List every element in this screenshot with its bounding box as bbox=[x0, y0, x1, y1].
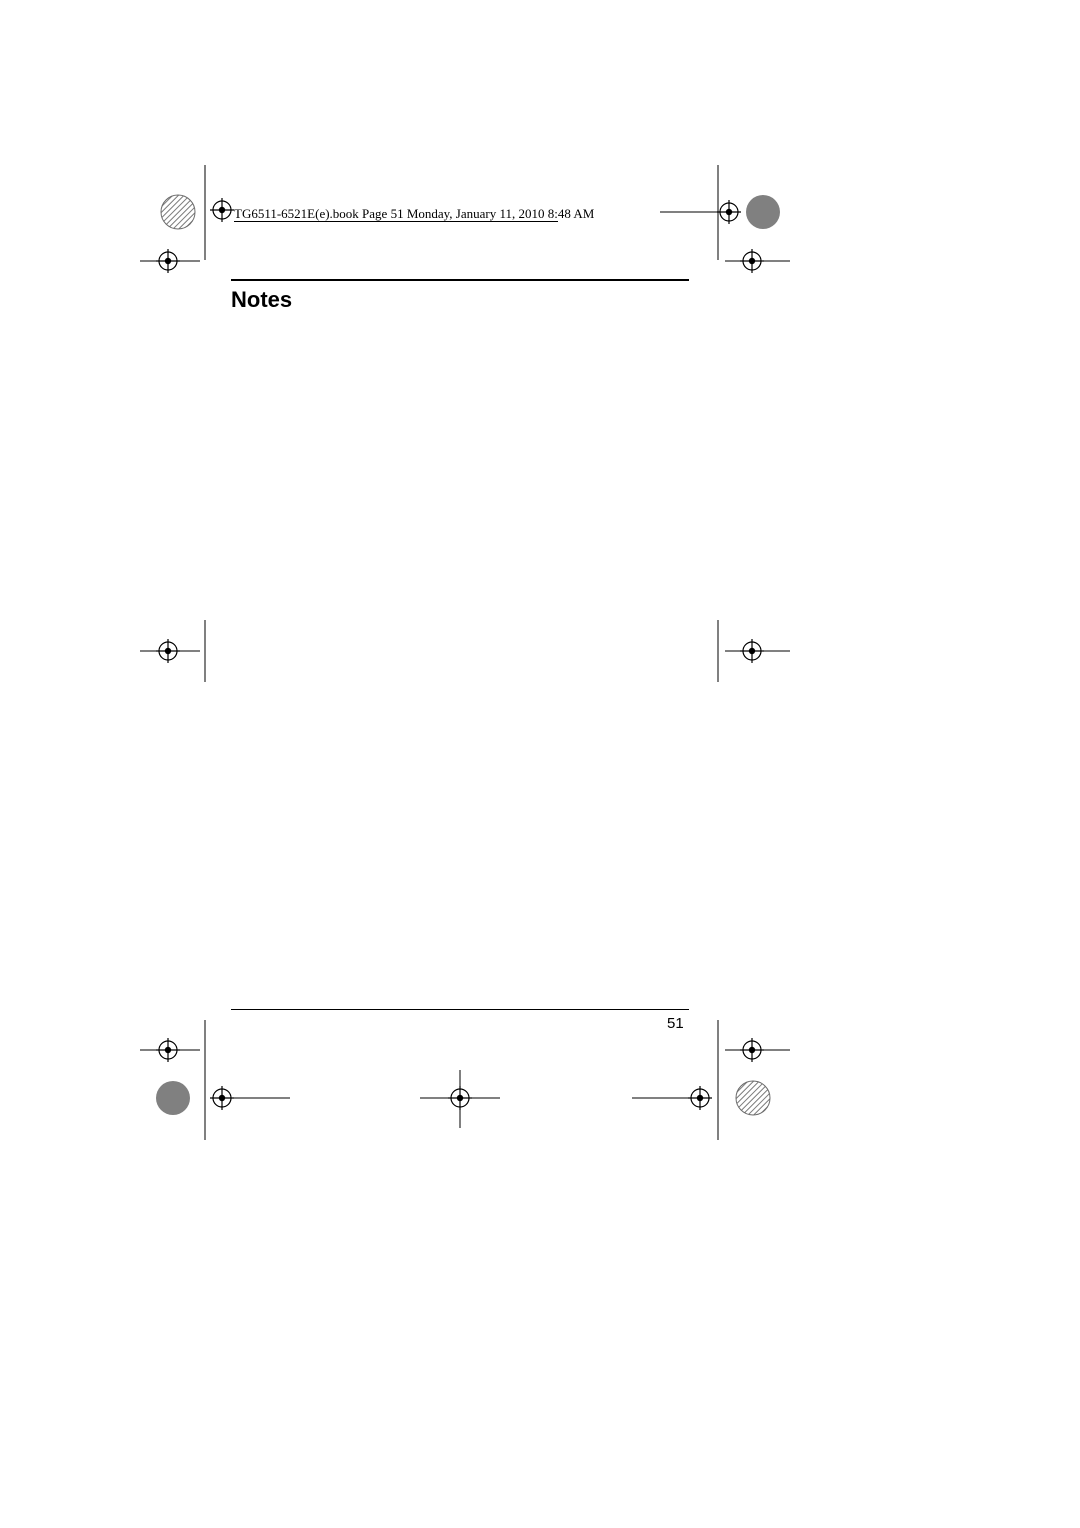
colorbar-circle-icon bbox=[156, 1081, 190, 1115]
colorbar-circle-icon bbox=[746, 195, 780, 229]
registration-mark-icon bbox=[156, 1038, 180, 1062]
colorbar-circle-icon bbox=[161, 195, 195, 229]
registration-mark-icon bbox=[740, 1038, 764, 1062]
registration-mark-icon bbox=[448, 1086, 472, 1110]
registration-mark-icon bbox=[210, 198, 234, 222]
registration-mark-icon bbox=[156, 249, 180, 273]
registration-mark-icon bbox=[740, 249, 764, 273]
registration-mark-icon bbox=[740, 639, 764, 663]
colorbar-circle-icon bbox=[736, 1081, 770, 1115]
registration-mark-icon bbox=[156, 639, 180, 663]
cropmark-layer bbox=[0, 0, 1080, 1528]
registration-mark-icon bbox=[688, 1086, 712, 1110]
registration-mark-icon bbox=[717, 200, 741, 224]
registration-mark-icon bbox=[210, 1086, 234, 1110]
